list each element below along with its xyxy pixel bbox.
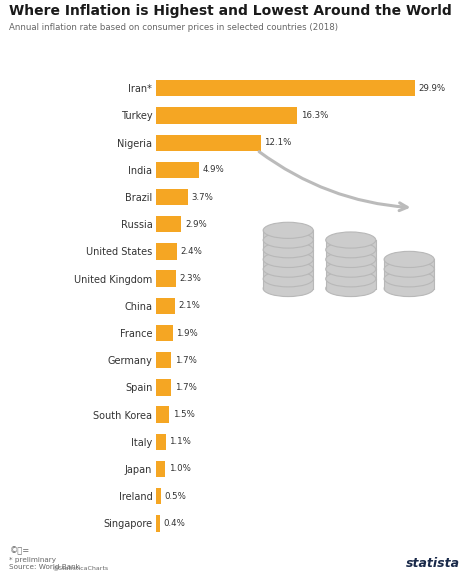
Text: Where Inflation is Highest and Lowest Around the World: Where Inflation is Highest and Lowest Ar… [9,4,452,18]
Ellipse shape [263,242,313,258]
Text: 1.1%: 1.1% [169,437,191,446]
Bar [156,488,161,504]
Text: 0.4%: 0.4% [164,519,185,528]
Ellipse shape [384,280,434,297]
Polygon shape [326,260,376,269]
Bar [156,352,171,368]
FancyArrowPatch shape [259,152,407,211]
Text: 1.7%: 1.7% [174,383,196,392]
Ellipse shape [263,232,313,248]
Ellipse shape [384,252,434,268]
Text: 16.3%: 16.3% [301,111,328,120]
Text: 2.4%: 2.4% [181,247,202,256]
Ellipse shape [326,261,376,277]
Bar [156,243,177,260]
Text: @StatisticaCharts: @StatisticaCharts [52,565,108,570]
Polygon shape [326,269,376,279]
Bar [156,406,169,423]
Ellipse shape [263,280,313,297]
Text: 0.5%: 0.5% [164,492,186,501]
Bar [156,80,415,96]
Text: ©ⓘ=: ©ⓘ= [9,546,30,555]
Ellipse shape [326,280,376,297]
Text: Annual inflation rate based on consumer prices in selected countries (2018): Annual inflation rate based on consumer … [9,23,338,32]
Polygon shape [326,250,376,260]
Ellipse shape [384,271,434,287]
Text: 29.9%: 29.9% [419,84,446,93]
Text: 1.5%: 1.5% [173,410,195,419]
Text: 2.9%: 2.9% [185,220,207,228]
Bar [156,461,165,477]
Ellipse shape [326,271,376,287]
Bar [156,134,261,151]
Polygon shape [326,240,376,250]
Text: 2.3%: 2.3% [180,274,201,283]
Ellipse shape [326,252,376,268]
Bar [156,107,297,123]
Text: 1.9%: 1.9% [176,328,198,338]
Bar [156,379,171,396]
Bar [156,162,199,178]
Ellipse shape [384,261,434,277]
Polygon shape [384,260,434,269]
Ellipse shape [326,242,376,258]
Ellipse shape [326,232,376,248]
Polygon shape [263,260,313,269]
Text: 3.7%: 3.7% [192,193,214,201]
Polygon shape [384,269,434,279]
Polygon shape [326,279,376,288]
Text: Source: World Bank: Source: World Bank [9,564,81,570]
Ellipse shape [263,271,313,287]
Text: 2.1%: 2.1% [178,301,200,310]
Polygon shape [263,250,313,260]
Bar [156,298,174,314]
Text: * preliminary: * preliminary [9,557,56,563]
Bar [156,325,173,341]
Ellipse shape [263,261,313,277]
Polygon shape [263,269,313,279]
Polygon shape [263,230,313,240]
Bar [156,189,188,205]
Polygon shape [263,240,313,250]
Text: 12.1%: 12.1% [264,138,292,147]
Text: 1.7%: 1.7% [174,355,196,365]
Bar [156,216,182,233]
Polygon shape [263,279,313,288]
Polygon shape [384,279,434,288]
Text: 4.9%: 4.9% [202,166,224,174]
Text: statista: statista [406,557,460,570]
Ellipse shape [263,222,313,238]
Ellipse shape [263,252,313,268]
Bar [156,271,176,287]
Bar [156,515,160,531]
Bar [156,433,166,450]
Text: 1.0%: 1.0% [169,464,191,474]
